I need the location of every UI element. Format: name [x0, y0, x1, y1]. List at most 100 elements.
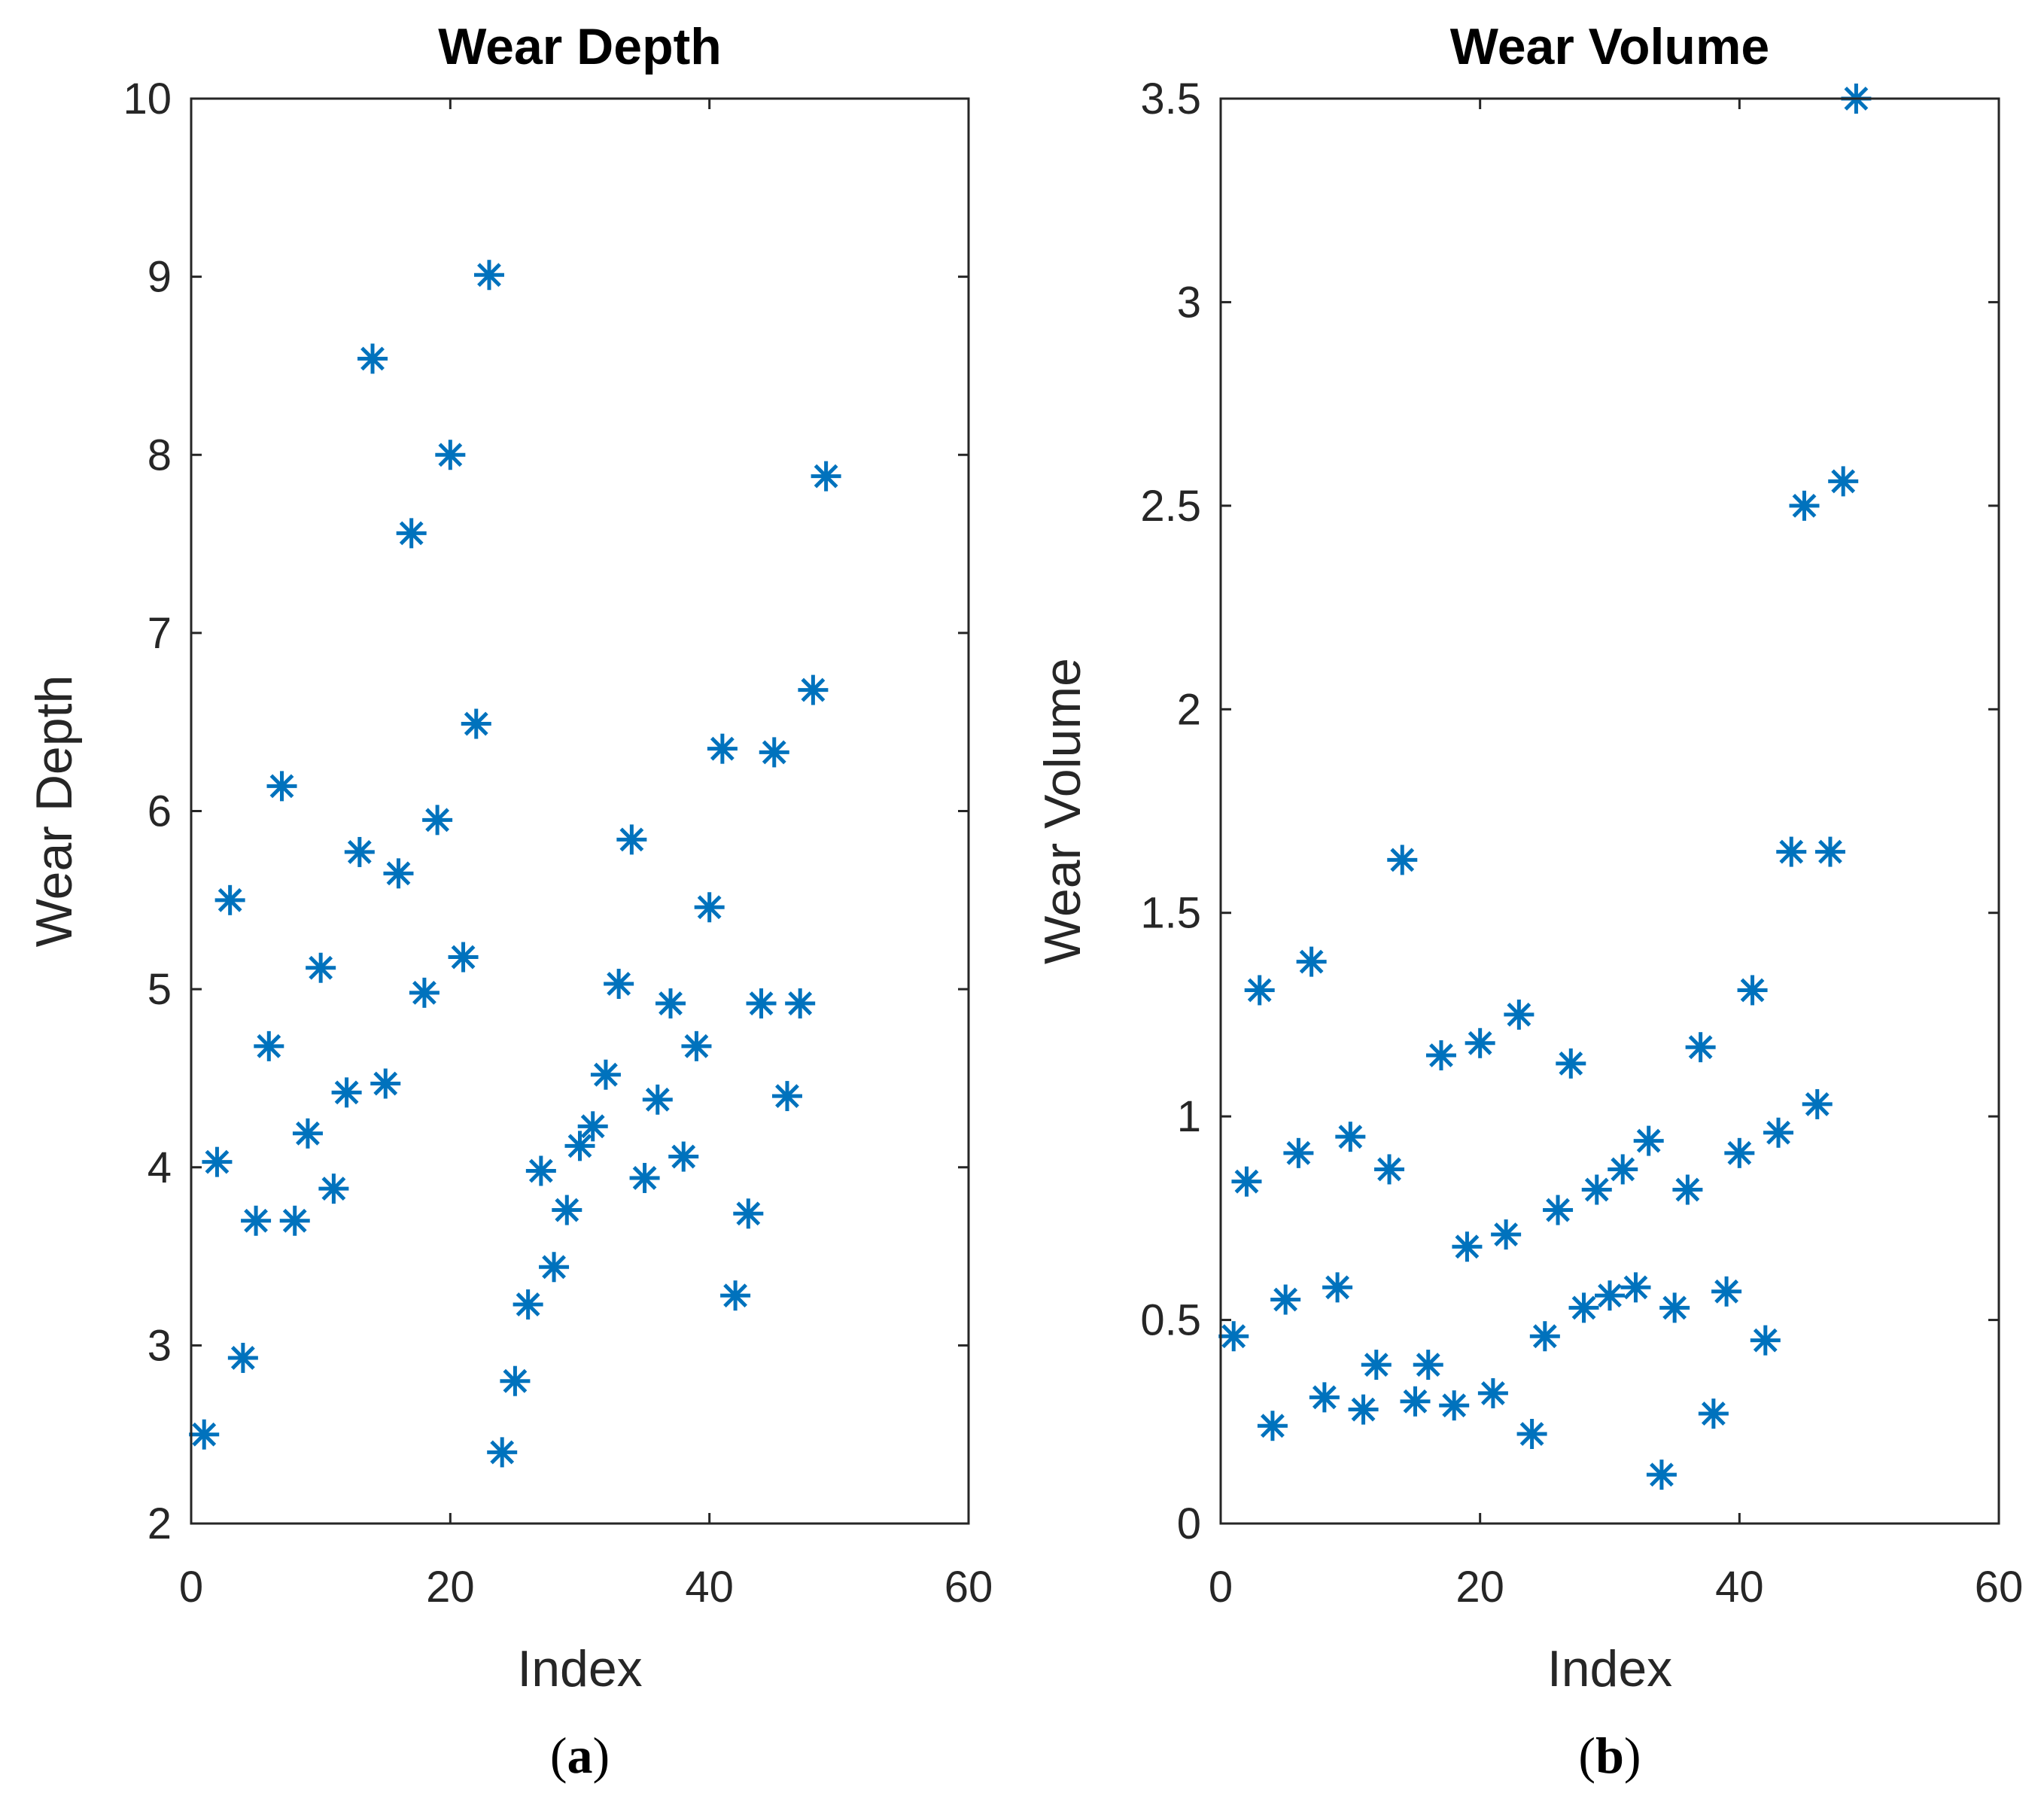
- data-point: [513, 1289, 543, 1320]
- data-point: [1413, 1350, 1443, 1380]
- data-point: [1296, 946, 1327, 977]
- data-point: [1231, 1166, 1262, 1197]
- data-point: [1814, 836, 1845, 867]
- data-point: [357, 343, 388, 374]
- data-point: [1646, 1460, 1677, 1490]
- y-tick-label: 9: [148, 253, 172, 302]
- data-point: [1348, 1394, 1379, 1425]
- data-point: [785, 988, 816, 1019]
- x-tick-label: 40: [685, 1563, 734, 1612]
- data-point: [577, 1111, 608, 1142]
- data-point: [616, 824, 647, 855]
- data-point: [604, 969, 634, 1000]
- data-point: [1737, 975, 1768, 1006]
- data-point: [1257, 1411, 1288, 1441]
- y-tick-label: 5: [148, 965, 172, 1014]
- axes-frame: [1219, 97, 2000, 1525]
- data-point: [1465, 1027, 1495, 1058]
- panel-a-wear-depth: Wear Depth Wear Depth Index (a) 0 20 40 60 2…: [26, 18, 993, 1784]
- data-point: [1400, 1386, 1431, 1417]
- y-tick-label: 3.5: [1140, 75, 1201, 123]
- data-point: [1802, 1088, 1833, 1119]
- data-point: [279, 1205, 310, 1236]
- data-point: [811, 461, 841, 492]
- data-point: [1672, 1174, 1703, 1205]
- data-point: [1685, 1032, 1716, 1063]
- axes-frame: [190, 97, 970, 1525]
- data-point: [1529, 1321, 1560, 1352]
- data-point: [564, 1131, 595, 1161]
- data-point: [1595, 1280, 1625, 1311]
- data-point: [266, 771, 297, 802]
- data-point: [1608, 1154, 1638, 1185]
- data-point: [1322, 1272, 1353, 1303]
- x-tick-label: 60: [1975, 1563, 2024, 1612]
- data-point: [448, 942, 479, 973]
- panel-label: (b): [1578, 1727, 1641, 1784]
- chart-title: Wear Depth: [438, 18, 722, 75]
- data-point: [306, 952, 336, 983]
- data-point: [1789, 490, 1820, 521]
- data-point: [1218, 1321, 1249, 1352]
- data-point: [771, 1081, 802, 1112]
- data-point: [552, 1195, 582, 1225]
- data-point: [254, 1030, 284, 1061]
- data-point: [227, 1342, 258, 1373]
- data-point: [733, 1198, 764, 1229]
- data-points: [1218, 84, 1872, 1490]
- data-point: [642, 1084, 673, 1115]
- data-point: [1620, 1272, 1651, 1303]
- data-point: [487, 1437, 518, 1468]
- data-point: [1556, 1048, 1586, 1079]
- data-point: [473, 260, 504, 291]
- data-points: [189, 260, 841, 1468]
- data-point: [720, 1280, 751, 1311]
- data-point: [1724, 1137, 1755, 1168]
- y-axis-label: Wear Volume: [1034, 658, 1091, 964]
- y-tick-label: 2: [1177, 685, 1201, 734]
- panel-label: (a): [550, 1727, 610, 1784]
- data-point: [1283, 1137, 1314, 1168]
- data-point: [331, 1077, 362, 1108]
- data-point: [189, 1419, 220, 1450]
- y-tick-label: 8: [148, 431, 172, 479]
- data-point: [1633, 1125, 1664, 1156]
- data-point: [1439, 1390, 1470, 1421]
- x-tick-label: 0: [1209, 1563, 1233, 1612]
- x-tick-label: 20: [1455, 1563, 1504, 1612]
- data-point: [525, 1155, 556, 1186]
- data-point: [1516, 1419, 1547, 1450]
- data-point: [668, 1141, 699, 1172]
- data-point: [1659, 1292, 1690, 1323]
- data-point: [370, 1068, 401, 1099]
- data-point: [1750, 1325, 1781, 1356]
- data-point: [539, 1252, 570, 1283]
- data-point: [1309, 1382, 1340, 1413]
- data-point: [1387, 845, 1418, 875]
- data-point: [1776, 836, 1807, 867]
- data-point: [202, 1146, 233, 1177]
- data-point: [318, 1173, 349, 1204]
- data-point: [214, 884, 245, 915]
- data-point: [1270, 1284, 1301, 1315]
- data-point: [681, 1030, 712, 1061]
- data-point: [1543, 1195, 1574, 1225]
- y-tick-label: 0: [1177, 1499, 1201, 1548]
- data-point: [707, 733, 738, 764]
- x-tick-label: 20: [426, 1563, 475, 1612]
- data-point: [500, 1365, 531, 1396]
- data-point: [435, 440, 466, 470]
- chart-title: Wear Volume: [1450, 18, 1770, 75]
- data-point: [422, 805, 453, 836]
- axis-ticks: 0 20 40 60 0 0.5 1 1.5 2 2.5 3 3.5: [1140, 75, 2023, 1612]
- data-point: [759, 737, 789, 768]
- data-point: [1581, 1174, 1612, 1205]
- y-tick-label: 2.5: [1140, 482, 1201, 531]
- x-tick-label: 40: [1715, 1563, 1764, 1612]
- y-tick-label: 4: [148, 1143, 172, 1192]
- data-point: [1452, 1231, 1483, 1262]
- data-point: [629, 1162, 660, 1193]
- data-point: [1361, 1350, 1392, 1380]
- y-tick-label: 0.5: [1140, 1296, 1201, 1345]
- x-tick-label: 0: [179, 1563, 203, 1612]
